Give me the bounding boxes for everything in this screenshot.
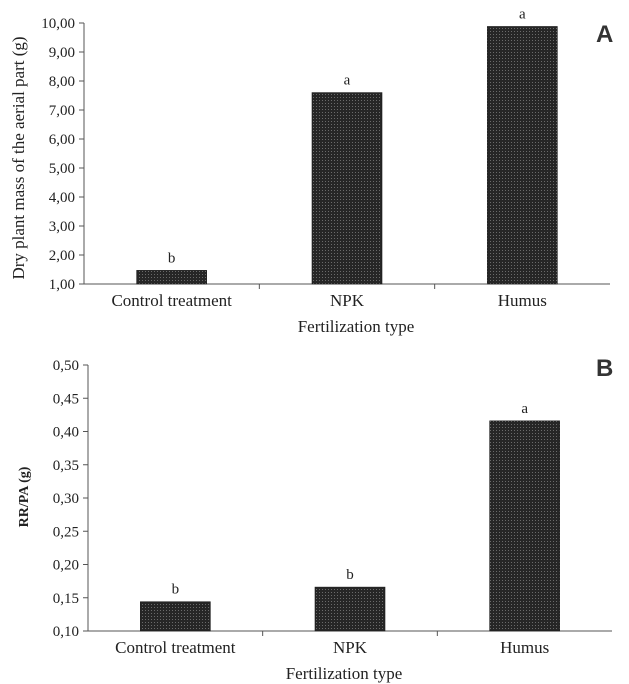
y-tick-label-a: 9,00 <box>49 45 75 61</box>
y-tick-label-a: 2,00 <box>49 248 75 264</box>
y-tick-label-a: 10,00 <box>41 16 75 32</box>
y-tick-label-a: 7,00 <box>49 103 75 119</box>
significance-label-b: b <box>172 582 180 598</box>
x-category-label-a: NPK <box>330 291 365 310</box>
x-axis-title-b: Fertilization type <box>286 664 403 683</box>
significance-label-a: a <box>344 73 351 89</box>
significance-label-b: a <box>521 401 528 417</box>
significance-label-b: b <box>346 567 354 583</box>
x-category-label-b: Humus <box>500 638 549 657</box>
y-tick-label-b: 0,25 <box>53 524 79 540</box>
y-axis-title-b: RR/PA (g) <box>17 466 32 527</box>
plot-area-b: 0,10 0,15 0,20 0,25 0,30 0,35 0,40 0,45 0,50 b Con… <box>53 358 612 657</box>
bar-a-humus <box>487 26 558 285</box>
y-tick-label-b: 0,35 <box>53 458 79 474</box>
significance-label-a: b <box>168 250 176 266</box>
y-tick-label-b: 0,30 <box>53 491 79 507</box>
y-tick-label-b: 0,40 <box>53 425 79 441</box>
y-tick-label-b: 0,20 <box>53 558 79 574</box>
bar-b-control-treatment <box>140 601 211 632</box>
x-category-label-b: Control treatment <box>115 638 236 657</box>
bar-a-npk <box>311 92 383 285</box>
x-category-label-b: NPK <box>333 638 368 657</box>
y-tick-label-a: 8,00 <box>49 74 75 90</box>
y-tick-label-b: 0,15 <box>53 591 79 607</box>
bar-a-control-treatment <box>136 270 207 285</box>
y-tick-label-b: 0,50 <box>53 358 79 374</box>
x-category-label-a: Humus <box>498 291 547 310</box>
y-tick-label-a: 1,00 <box>49 277 75 293</box>
bar-b-humus <box>489 420 560 632</box>
panel-letter-b: B <box>596 355 613 382</box>
y-tick-label-b: 0,10 <box>53 624 79 640</box>
x-category-label-a: Control treatment <box>111 291 232 310</box>
y-axis-title-a: Dry plant mass of the aerial part (g) <box>9 36 28 279</box>
x-axis-title-a: Fertilization type <box>298 317 415 336</box>
plot-area-a: 1,00 2,00 3,00 4,00 5,00 6,00 7,00 8,00 9,00 10,0… <box>41 6 610 310</box>
chart-panel-a: A Dry plant mass of the aerial part (g) … <box>9 6 613 336</box>
y-tick-label-a: 3,00 <box>49 219 75 235</box>
y-tick-label-a: 4,00 <box>49 190 75 206</box>
bar-b-npk <box>314 586 386 632</box>
panel-letter-a: A <box>596 21 613 48</box>
y-tick-label-a: 5,00 <box>49 161 75 177</box>
y-tick-label-b: 0,45 <box>53 391 79 407</box>
y-tick-label-a: 6,00 <box>49 132 75 148</box>
significance-label-a: a <box>519 6 526 22</box>
chart-panel-b: B RR/PA (g) Fertilization type 0,100,150… <box>17 355 613 683</box>
